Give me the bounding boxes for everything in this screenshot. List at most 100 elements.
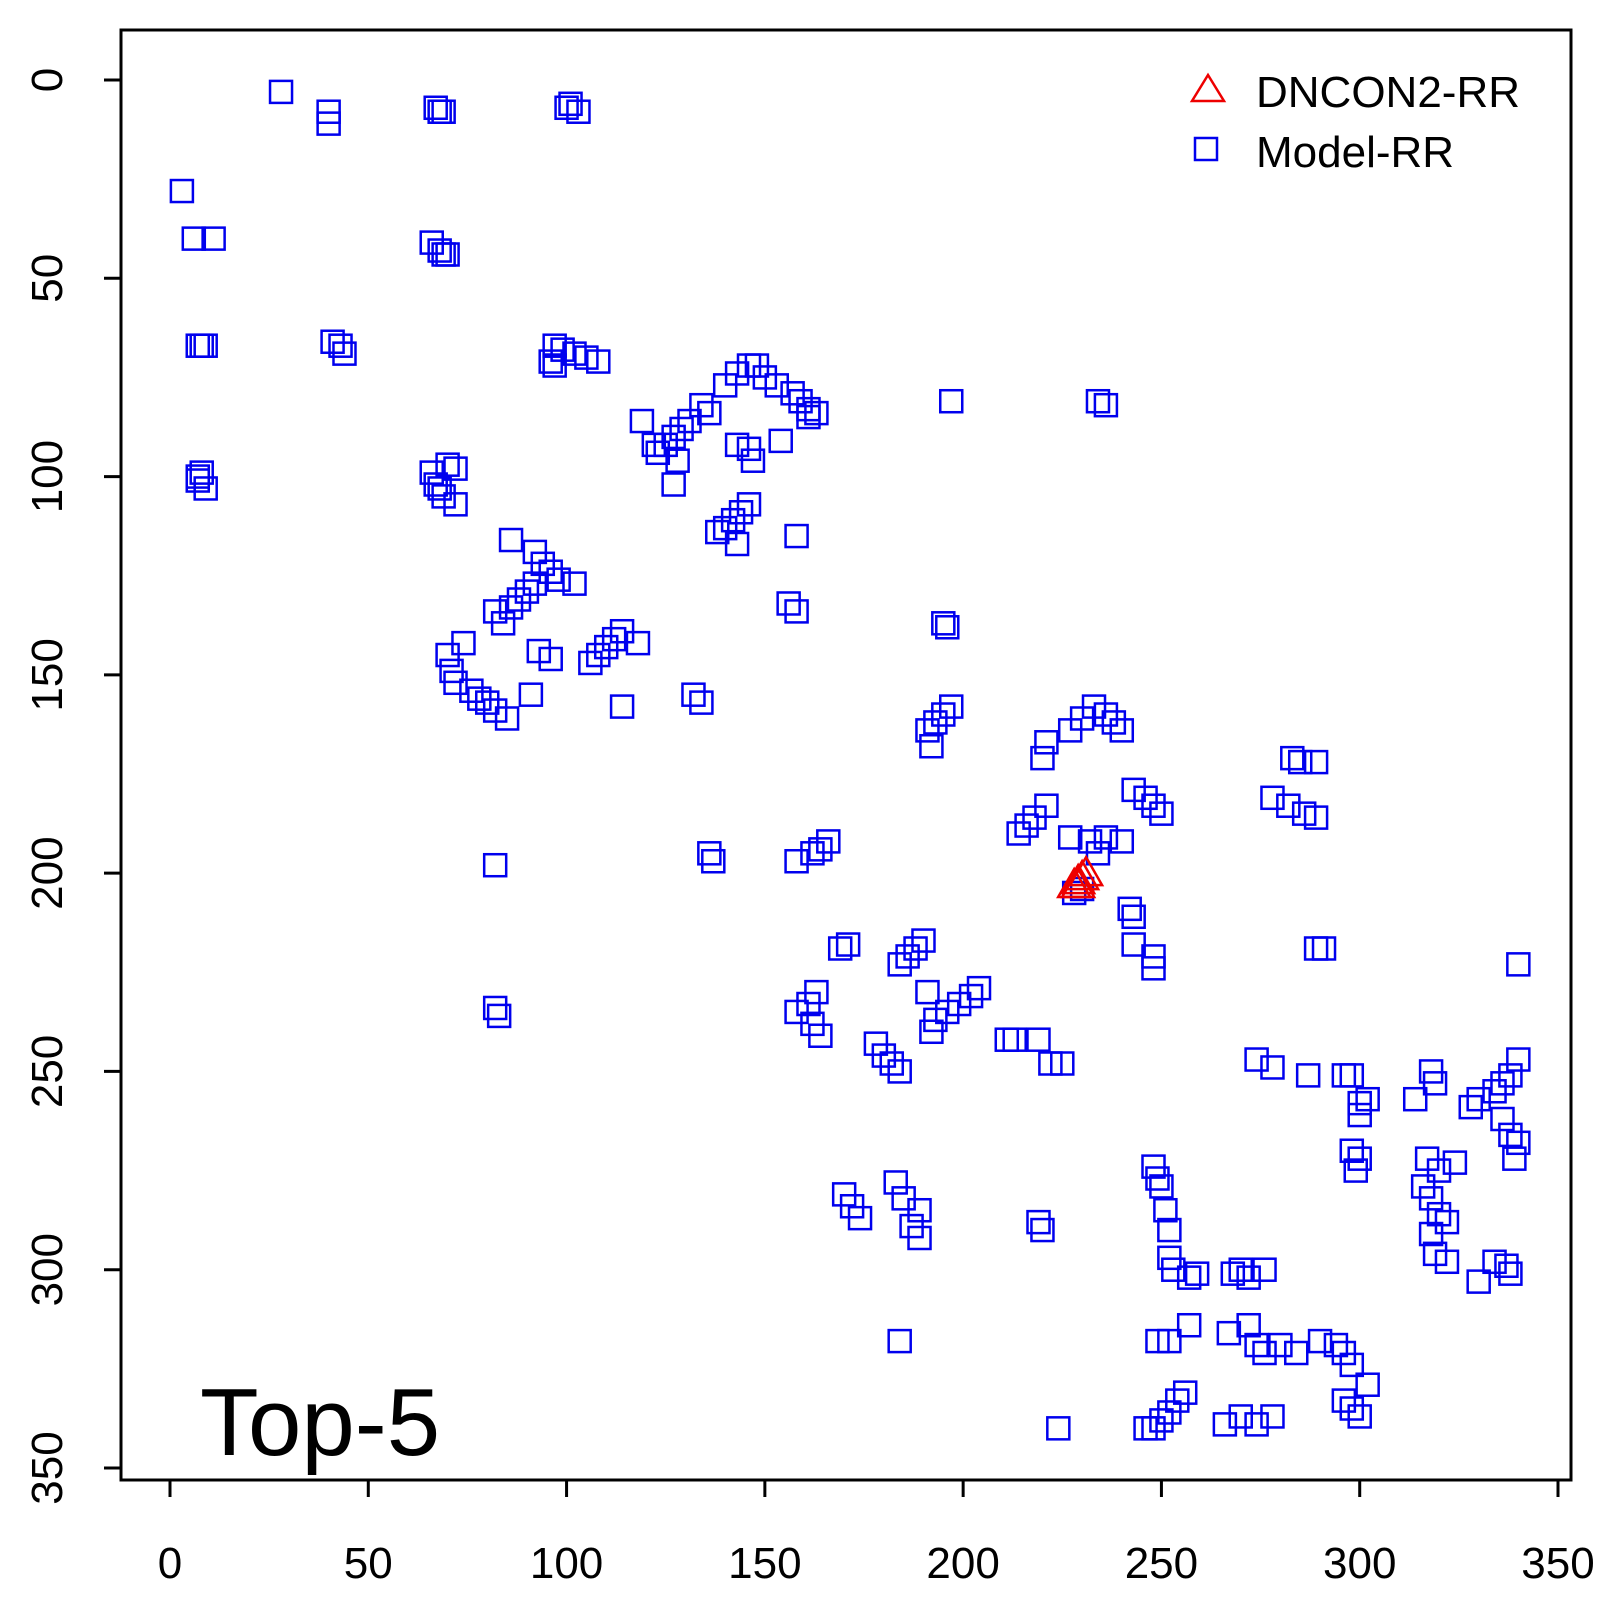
- model-rr-point: [1295, 1063, 1321, 1088]
- y-tick-label: 150: [23, 638, 72, 711]
- model-rr-point: [931, 702, 956, 727]
- model-rr-point: [784, 523, 809, 549]
- model-rr-point: [784, 848, 809, 874]
- model-rr-point: [1311, 936, 1337, 961]
- model-rr-point: [1458, 1094, 1484, 1120]
- model-rr-point: [1176, 1312, 1202, 1338]
- model-rr-point: [677, 408, 702, 434]
- model-rr-point: [518, 682, 544, 707]
- model-rr-point: [558, 91, 583, 117]
- model-rr-point: [538, 349, 563, 374]
- model-rr-point: [701, 848, 726, 874]
- x-tick-label: 350: [1521, 1539, 1594, 1588]
- model-rr-point: [1057, 825, 1083, 850]
- model-rr-point: [641, 432, 667, 458]
- model-rr-point: [1145, 1166, 1170, 1191]
- model-rr-point: [538, 646, 563, 672]
- dncon2-rr-point: [1059, 862, 1097, 895]
- model-rr-point: [514, 579, 540, 604]
- model-rr-point: [566, 99, 591, 124]
- model-rr-point: [768, 428, 793, 454]
- model-rr-point: [697, 400, 722, 426]
- model-rr-point: [1030, 1217, 1055, 1243]
- model-rr-point: [1093, 825, 1119, 850]
- model-rr-point: [586, 349, 611, 374]
- model-rr-point: [808, 837, 833, 862]
- plot-frame: [119, 28, 1573, 1482]
- model-rr-point: [907, 1225, 932, 1251]
- model-rr-point: [681, 682, 706, 707]
- x-tick-label: 300: [1323, 1539, 1396, 1588]
- y-axis: 0 50 100 150 200 250 300 350: [23, 68, 123, 1505]
- model-rr-point: [1014, 813, 1039, 838]
- model-rr-point: [923, 710, 948, 735]
- model-rr-point: [1093, 702, 1119, 727]
- y-tick-label: 0: [23, 68, 72, 92]
- model-rr-point: [1161, 1257, 1186, 1282]
- legend-model-marker: [1193, 136, 1219, 162]
- dncon2-rr-series: [1056, 854, 1105, 899]
- legend: DNCON2-RR Model-RR: [1189, 68, 1520, 177]
- model-rr-point: [1434, 1249, 1460, 1275]
- model-rr-point: [1172, 1380, 1198, 1405]
- model-rr-point: [1184, 1261, 1210, 1286]
- model-rr-point: [1149, 1174, 1174, 1199]
- model-rr-point: [1244, 1047, 1269, 1072]
- model-rr-point: [1085, 841, 1111, 866]
- model-rr-point: [1466, 1269, 1491, 1294]
- model-rr-point: [1506, 1047, 1531, 1072]
- model-rr-point: [800, 841, 825, 866]
- model-rr-point: [1252, 1257, 1277, 1282]
- model-rr-point: [475, 690, 500, 715]
- model-rr-point: [542, 333, 567, 358]
- model-rr-point: [1109, 718, 1135, 743]
- model-rr-point: [427, 476, 452, 501]
- model-rr-point: [1506, 952, 1531, 977]
- model-rr-point: [193, 333, 218, 358]
- top-5-annotation: Top-5: [200, 1369, 440, 1476]
- model-rr-point: [1347, 1102, 1372, 1128]
- model-rr-point: [1236, 1312, 1261, 1338]
- model-rr-point: [482, 995, 508, 1021]
- model-rr-point: [907, 1197, 932, 1223]
- model-rr-point: [546, 567, 571, 592]
- model-rr-point: [431, 99, 456, 124]
- y-tick-label: 350: [23, 1431, 72, 1504]
- model-rr-point: [1157, 1217, 1182, 1243]
- x-tick-label: 250: [1125, 1539, 1198, 1588]
- model-rr-point: [328, 333, 353, 358]
- model-rr-point: [1260, 785, 1285, 811]
- y-tick-label: 250: [23, 1035, 72, 1108]
- model-rr-point: [661, 472, 686, 497]
- model-rr-point: [804, 400, 829, 426]
- model-rr-point: [808, 1023, 833, 1048]
- model-rr-point: [189, 460, 214, 485]
- model-rr-point: [1490, 1106, 1515, 1132]
- model-rr-point: [887, 1328, 912, 1354]
- model-rr-point: [764, 373, 790, 398]
- model-rr-point: [522, 571, 548, 596]
- model-rr-point: [1490, 1071, 1515, 1096]
- model-rr-point: [1339, 1352, 1365, 1378]
- model-rr-point: [847, 1205, 873, 1231]
- model-rr-point: [586, 642, 611, 668]
- model-rr-point: [1418, 1221, 1444, 1247]
- model-rr-point: [1506, 1130, 1531, 1156]
- model-rr-point: [724, 531, 750, 557]
- model-rr-point: [625, 630, 651, 656]
- model-rr-point: [490, 611, 516, 636]
- model-rr-point: [1236, 1265, 1261, 1290]
- model-rr-point: [1498, 1063, 1523, 1088]
- model-rr-point: [883, 1170, 908, 1195]
- model-rr-point: [728, 500, 754, 525]
- model-rr-point: [645, 440, 671, 466]
- model-rr-point: [609, 694, 635, 719]
- model-rr-point: [740, 448, 766, 473]
- y-tick-label: 200: [23, 836, 72, 909]
- model-rr-point: [1482, 1079, 1507, 1104]
- model-rr-point: [1426, 1201, 1452, 1227]
- model-rr-point: [1252, 1340, 1277, 1366]
- model-rr-point: [911, 928, 936, 953]
- model-rr-point: [1260, 1055, 1285, 1080]
- model-rr-point: [1109, 829, 1135, 854]
